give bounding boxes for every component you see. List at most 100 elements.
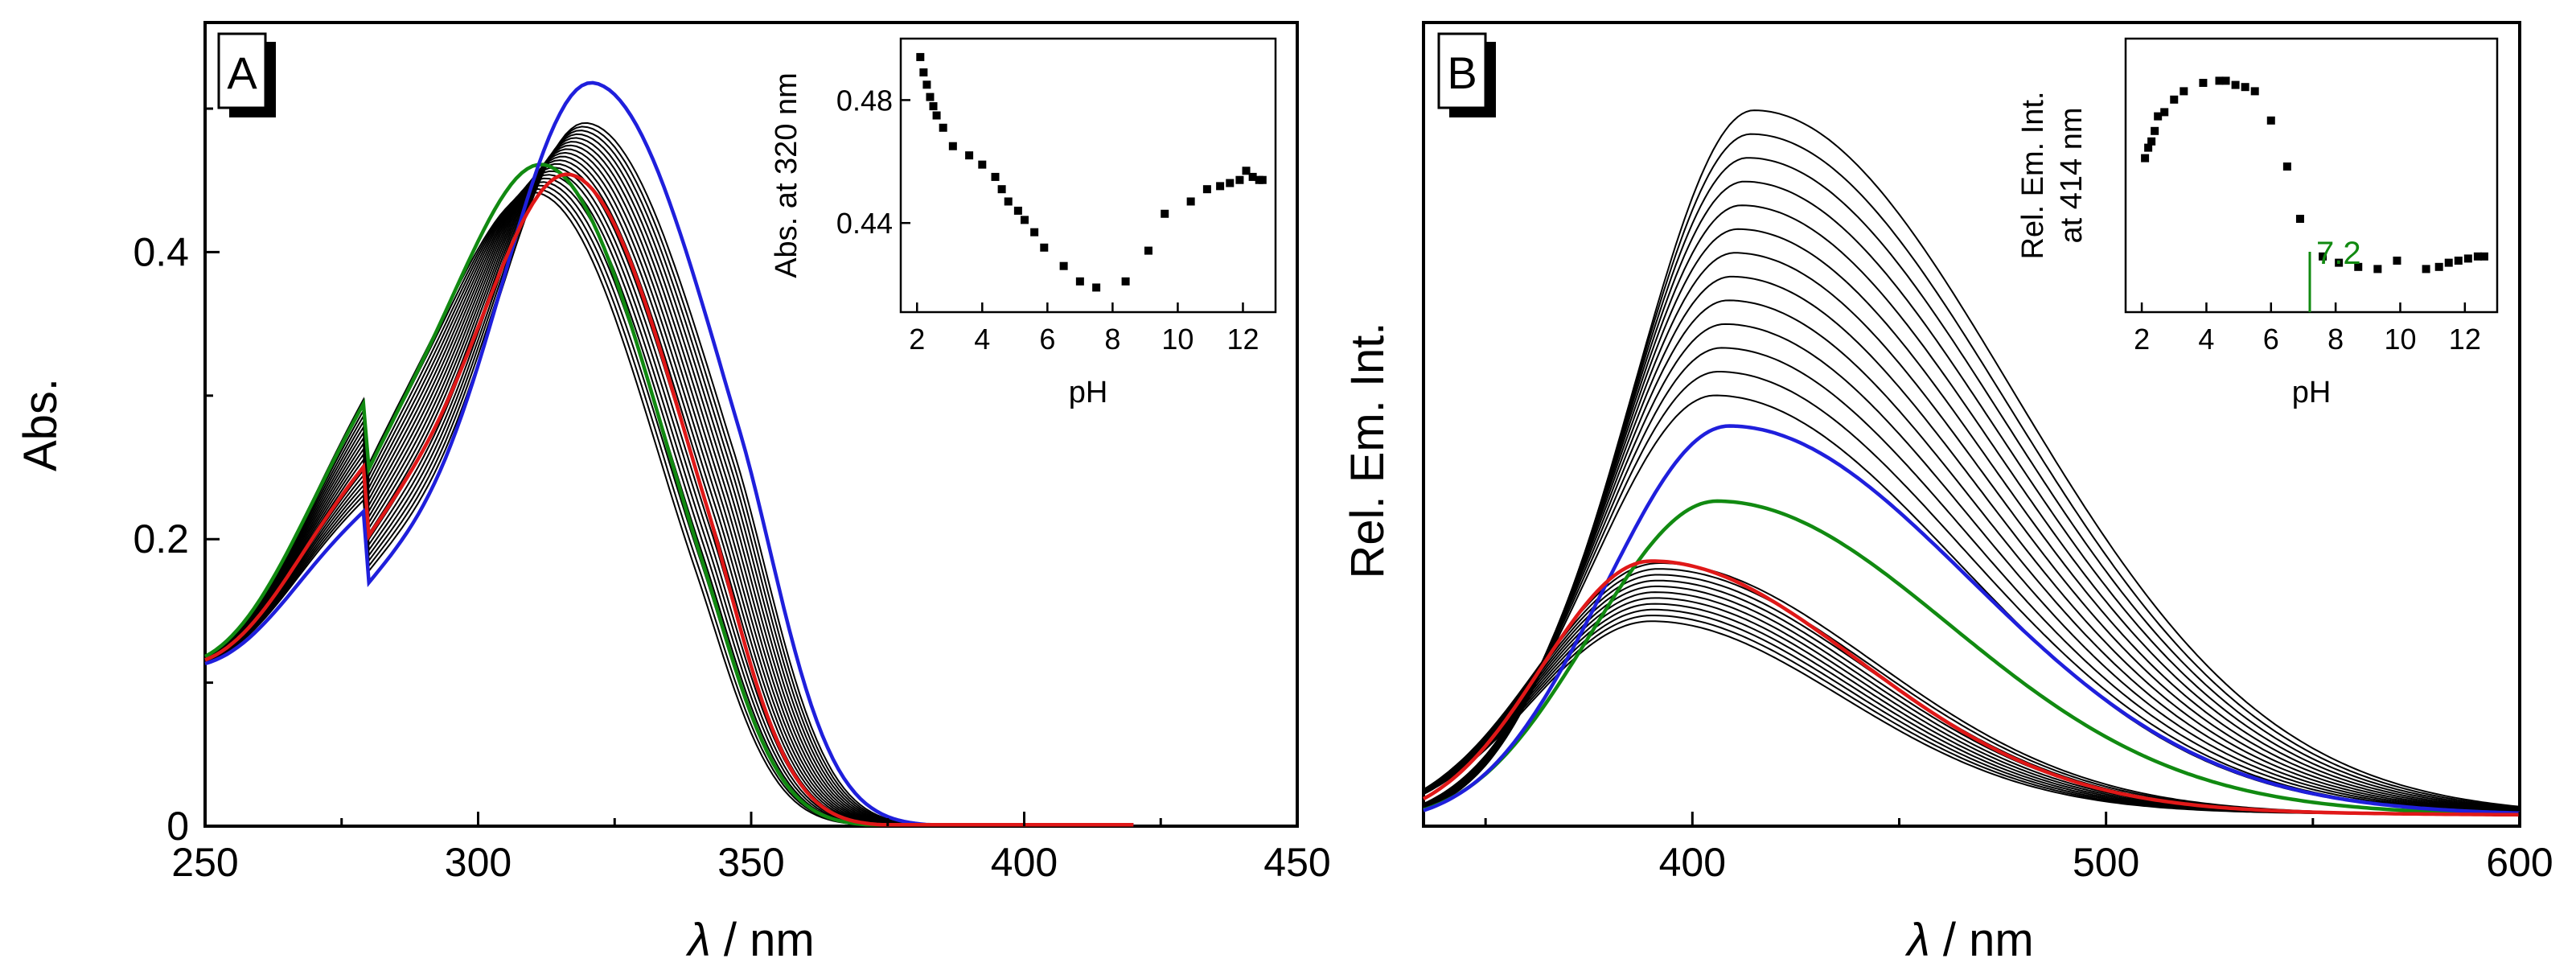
panel-b-inset-point bbox=[2479, 252, 2488, 261]
panel-a-inset-point bbox=[919, 68, 928, 77]
panel-a-inset-x-tick-label: 2 bbox=[909, 323, 925, 356]
panel-a-inset-point bbox=[965, 151, 974, 160]
panel-b-inset-points: 7.2 bbox=[2141, 76, 2488, 312]
panel-b-inset-x-label: pH bbox=[2292, 376, 2332, 409]
panel-b-curve-intermediate bbox=[1423, 323, 2521, 813]
panel-a-inset-y-tick-label: 0.48 bbox=[836, 84, 893, 117]
panel-b-curves bbox=[1422, 109, 2521, 817]
panel-a-inset-point bbox=[1040, 243, 1049, 252]
panel-a-y-tick-label: 0.4 bbox=[133, 229, 189, 274]
panel-b-inset-point bbox=[2354, 262, 2363, 271]
panel-b-x-axis-unit: / nm bbox=[1930, 914, 2034, 966]
panel-a-inset-point bbox=[916, 52, 925, 61]
panel-b-inset-y-label-line2: at 414 nm bbox=[2055, 108, 2089, 244]
panel-a-inset-point bbox=[922, 80, 931, 89]
panel-a-inset: 2 4 6 8 10 12 0.44 0.48 pH Abs. at 320 nm bbox=[770, 37, 1277, 409]
panel-b-inset-point bbox=[2160, 108, 2169, 117]
panel-b-inset-x-tick-label: 10 bbox=[2384, 323, 2416, 356]
panel-a-curve-red bbox=[204, 172, 1134, 827]
panel-b-inset-point bbox=[2319, 252, 2327, 261]
panel-a-inset-point bbox=[929, 102, 938, 111]
panel-b-inset-point bbox=[2241, 83, 2249, 92]
panel-b-inset-point bbox=[2266, 116, 2275, 125]
panel-a-inset-point bbox=[1030, 228, 1039, 237]
panel-a-y-tick-label: 0.2 bbox=[133, 516, 189, 561]
panel-a-inset-point bbox=[932, 111, 941, 120]
panel-a-inset-point bbox=[1020, 216, 1029, 224]
panel-a-inset-y-tick-label: 0.44 bbox=[836, 207, 893, 240]
panel-a-inset-point bbox=[1242, 167, 1251, 175]
panel-a-x-tick-label: 350 bbox=[717, 840, 784, 885]
panel-b-curve-intermediate bbox=[1423, 574, 2520, 816]
panel-b-curve-intermediate bbox=[1423, 347, 2521, 814]
panel-a-letter-box bbox=[217, 32, 267, 109]
panel-b-curve-intermediate bbox=[1423, 591, 2521, 816]
panel-a-inset-point bbox=[1092, 283, 1101, 292]
panel-a-x-axis-label: λ / nm bbox=[685, 914, 814, 966]
panel-b-inset-point bbox=[2231, 80, 2240, 89]
panel-b-inset-ticks: 2 4 6 8 10 12 bbox=[2134, 302, 2481, 356]
panel-a-inset-point bbox=[926, 93, 935, 101]
panel-b-inset-y-label-line1: Rel. Em. Int. bbox=[2016, 91, 2050, 259]
panel-b-inset-point bbox=[2422, 265, 2430, 274]
panel-b-inset-pka-label: 7.2 bbox=[2316, 236, 2361, 271]
panel-b-inset-point bbox=[2180, 87, 2188, 96]
panel-a-inset-point bbox=[1161, 209, 1169, 218]
panel-b-inset-point bbox=[2250, 87, 2259, 96]
panel-a-inset-point bbox=[997, 185, 1006, 194]
panel-a-inset-point bbox=[948, 142, 957, 150]
panel-a-x-axis-unit: / nm bbox=[711, 914, 815, 966]
panel-a-x-tick-label: 400 bbox=[991, 840, 1058, 885]
panel-b-inset-point bbox=[2454, 257, 2463, 265]
panel-a: 250 300 350 400 450 0 0.2 0.4 A Abs. λ / nm 2 4… bbox=[14, 21, 1331, 966]
panel-b-inset-point bbox=[2215, 76, 2224, 85]
panel-b-letter-box bbox=[1437, 32, 1487, 109]
panel-b-curve-intermediate bbox=[1423, 597, 2521, 816]
panel-a-inset-x-tick-label: 10 bbox=[1161, 323, 1194, 356]
panel-b-x-axis-symbol: λ bbox=[1904, 914, 1930, 966]
panel-a-inset-point bbox=[1075, 277, 1084, 286]
panel-a-inset-ticks: 2 4 6 8 10 12 0.44 0.48 bbox=[836, 84, 1259, 356]
panel-b-curve-intermediate bbox=[1423, 252, 2521, 812]
panel-b-inset-point bbox=[2335, 258, 2344, 267]
panel-a-inset-point bbox=[1202, 185, 1211, 194]
panel-a-inset-x-tick-label: 12 bbox=[1226, 323, 1259, 356]
panel-b-inset-point bbox=[2373, 265, 2382, 274]
panel-b-inset-point bbox=[2295, 215, 2304, 223]
panel-b-inset-frame bbox=[2124, 37, 2499, 314]
panel-a-curves bbox=[203, 80, 1134, 827]
panel-a-y-tick-label: 0 bbox=[166, 804, 189, 849]
panel-b-inset-point bbox=[2154, 112, 2163, 121]
panel-a-inset-point bbox=[1258, 175, 1267, 184]
panel-a-inset-frame bbox=[899, 37, 1277, 314]
panel-b-inset-point bbox=[2141, 154, 2150, 162]
panel-a-inset-point bbox=[1013, 206, 1022, 215]
panel-b-x-tick-label: 500 bbox=[2073, 840, 2139, 885]
panel-a-inset-point bbox=[978, 160, 987, 169]
panel-b-curve-intermediate bbox=[1423, 615, 2520, 816]
panel-b-inset-point bbox=[2151, 126, 2159, 135]
panel-b-curve-intermediate bbox=[1423, 299, 2521, 813]
panel-a-inset-x-tick-label: 8 bbox=[1104, 323, 1120, 356]
panel-a-y-axis-label: Abs. bbox=[14, 378, 67, 471]
panel-b-curve-red bbox=[1422, 559, 2521, 817]
panel-a-inset-points bbox=[916, 52, 1267, 292]
panel-a-inset-x-tick-label: 4 bbox=[974, 323, 990, 356]
panel-a-x-axis-symbol: λ bbox=[685, 914, 711, 966]
panel-b-x-ticks: 400 500 600 bbox=[1484, 812, 2553, 885]
panel-b-y-axis-label: Rel. Em. Int. bbox=[1341, 322, 1394, 578]
panel-a-inset-point bbox=[1186, 197, 1195, 206]
panel-a-inset-point bbox=[1248, 172, 1257, 181]
panel-b-inset-point bbox=[2434, 262, 2443, 271]
panel-a-letter: A bbox=[227, 47, 257, 98]
panel-a-inset-y-label: Abs. at 320 nm bbox=[770, 72, 803, 278]
panel-a-x-tick-label: 250 bbox=[171, 840, 238, 885]
panel-a-inset-point bbox=[1004, 197, 1013, 206]
panel-a-inset-x-label: pH bbox=[1069, 376, 1108, 409]
panel-b-inset-point bbox=[2170, 95, 2179, 104]
panel-b-curve-intermediate bbox=[1423, 275, 2521, 812]
panel-a-inset-point bbox=[939, 123, 947, 132]
panel-a-x-tick-label: 450 bbox=[1263, 840, 1330, 885]
panel-b-curve-green bbox=[1423, 499, 2520, 817]
panel-a-inset-point bbox=[1121, 277, 1130, 286]
